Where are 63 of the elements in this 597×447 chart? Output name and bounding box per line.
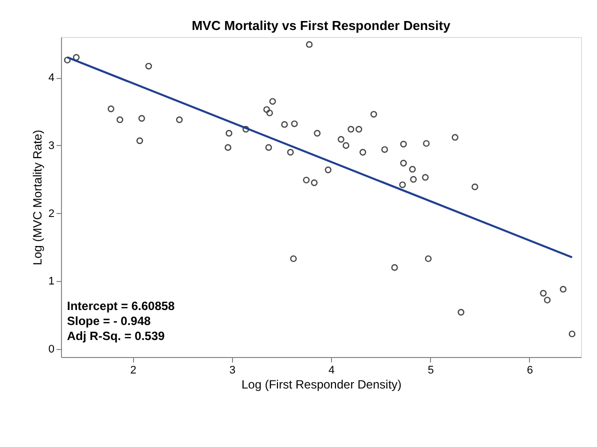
point [226, 130, 232, 137]
point [310, 179, 318, 186]
point [400, 160, 407, 166]
point [291, 120, 298, 128]
x-tick-label: 5 [428, 364, 434, 376]
point [424, 255, 432, 262]
point [145, 62, 152, 70]
point [108, 106, 114, 112]
point [391, 264, 398, 271]
point [540, 290, 547, 297]
point [281, 121, 288, 128]
x-axis-title: Log (First Responder Density) [241, 378, 402, 392]
point [263, 106, 270, 113]
point [224, 144, 232, 151]
x-tick-label: 4 [328, 364, 335, 376]
point [338, 136, 344, 143]
point [472, 183, 478, 190]
point [422, 140, 430, 147]
y-tick-label: 0 [48, 343, 54, 356]
annotation: Intercept = 6.60858 [67, 299, 176, 313]
y-tick-label: 4 [48, 72, 54, 84]
point [452, 134, 458, 141]
point [381, 146, 388, 153]
x-tick-label: 3 [229, 364, 236, 376]
point [356, 126, 362, 133]
point [306, 41, 313, 48]
point [269, 98, 276, 105]
point [348, 126, 354, 133]
point [360, 148, 366, 156]
point [290, 255, 297, 262]
point [136, 137, 144, 144]
y-tick-label: 2 [48, 208, 54, 220]
y-tick-label: 1 [48, 276, 54, 288]
y-tick-label: 3 [48, 140, 54, 152]
point [138, 115, 146, 122]
point [409, 166, 416, 173]
point [324, 166, 332, 174]
annotation: Slope = - 0.948 [67, 314, 152, 328]
point [560, 286, 566, 293]
point [342, 142, 350, 149]
point [422, 174, 429, 181]
y-axis-title: Log (MVC Mortality Rate) [30, 130, 44, 266]
point [314, 130, 321, 137]
point [242, 126, 250, 133]
point [399, 181, 406, 188]
point [176, 116, 183, 124]
point [287, 148, 294, 156]
point [568, 330, 576, 338]
point [265, 144, 272, 151]
point [410, 176, 417, 183]
point [544, 296, 551, 304]
chart-title: MVC Mortality vs First Responder Density [192, 18, 452, 33]
point [72, 54, 80, 61]
point [458, 308, 464, 316]
x-tick-label: 6 [526, 364, 533, 376]
point [266, 110, 273, 116]
point [370, 110, 378, 118]
point [400, 140, 407, 148]
x-tick-label: 2 [130, 364, 136, 376]
point [116, 116, 124, 124]
point [302, 176, 310, 184]
point [64, 56, 71, 64]
annotation: Adj R-Sq. = 0.539 [67, 329, 166, 343]
